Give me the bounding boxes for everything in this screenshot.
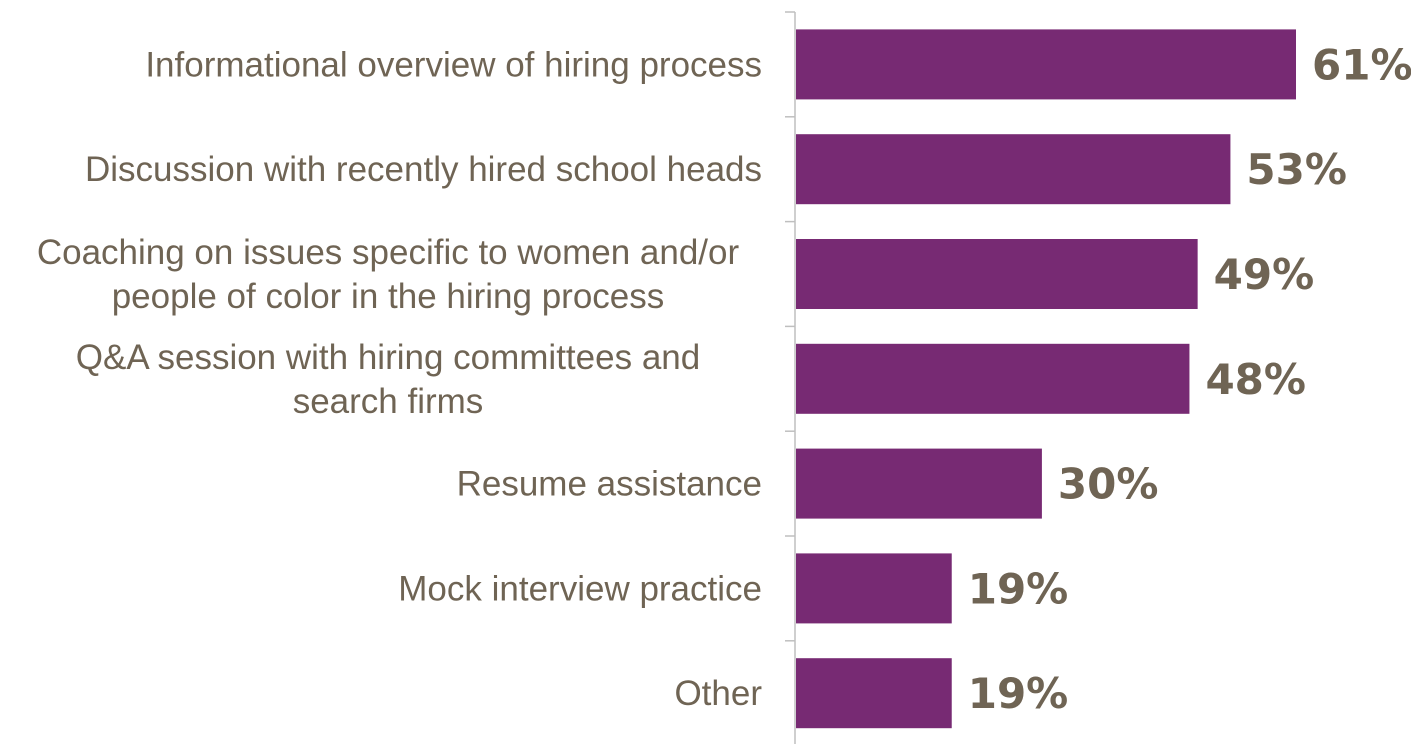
value-label: 48% [1205,355,1306,404]
value-label: 49% [1214,250,1315,299]
category-label: Coaching on issues specific to women and… [37,233,740,316]
category-label-line: Q&A session with hiring committees and [76,338,700,377]
category-labels: Informational overview of hiring process… [37,45,762,713]
bar [796,658,952,729]
bar [796,134,1231,205]
category-label-line: people of color in the hiring process [112,277,665,316]
category-label: Q&A session with hiring committees and se… [76,338,700,421]
category-label-line: Resume assistance [457,465,762,504]
value-label: 53% [1246,145,1347,194]
category-label-line: Discussion with recently hired school he… [85,150,762,189]
category-label: Resume assistance [457,465,762,504]
category-label-line: Other [674,674,762,713]
category-label: Discussion with recently hired school he… [85,150,762,189]
category-label-line: search firms [293,382,484,421]
bar [796,29,1296,100]
category-label-line: Coaching on issues specific to women and… [37,233,740,272]
value-label: 19% [968,564,1069,613]
bar [796,448,1042,519]
category-label-line: Mock interview practice [398,569,762,608]
bar [796,343,1190,414]
value-labels: 61% 53% 49% 48% 30% 19% 19% [968,40,1411,718]
value-label: 30% [1058,460,1159,509]
category-axis [785,11,796,744]
bar [796,553,952,624]
category-label: Mock interview practice [398,569,762,608]
bar [796,239,1198,309]
category-label-line: Informational overview of hiring process [145,45,762,84]
bars [796,29,1296,729]
category-label: Informational overview of hiring process [145,45,762,84]
value-label: 19% [968,669,1069,718]
value-label: 61% [1312,40,1411,89]
category-label: Other [674,674,762,713]
